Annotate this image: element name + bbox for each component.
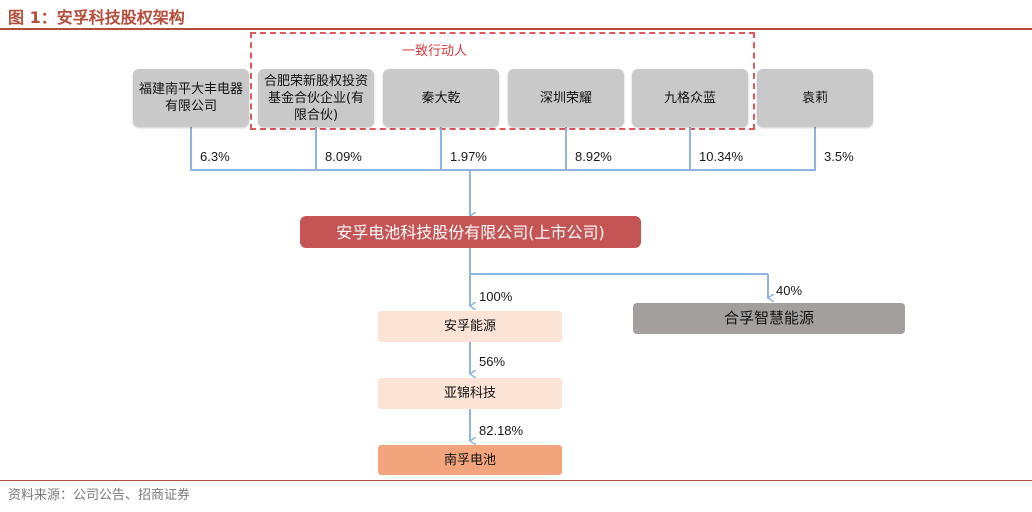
stake-qin-daqian: 1.97% <box>450 149 487 164</box>
figure-title: 图 1：安孚科技股权架构 <box>8 8 185 27</box>
shareholder-rongxin: 合肥荣新股权投资基金合伙企业(有限合伙) <box>258 69 374 127</box>
shareholder-dafeng: 福建南平大丰电器有限公司 <box>133 69 249 127</box>
title-divider <box>0 28 1032 30</box>
hefu-smart-energy-box: 合孚智慧能源 <box>633 303 905 334</box>
stake-dafeng: 6.3% <box>200 149 230 164</box>
nanfu-battery-box: 南孚电池 <box>378 445 562 475</box>
anfu-energy-box: 安孚能源 <box>378 311 562 342</box>
source-note: 资料来源：公司公告、招商证券 <box>8 488 191 503</box>
shareholder-jiuge-zhonglan: 九格众蓝 <box>632 69 748 127</box>
shareholder-qin-daqian: 秦大乾 <box>383 69 499 127</box>
stake-hefu: 40% <box>776 283 803 298</box>
listed-company-box: 安孚电池科技股份有限公司(上市公司) <box>300 216 641 248</box>
stake-yuan-li: 3.5% <box>824 149 854 164</box>
stake-anfu-energy: 100% <box>479 289 513 304</box>
shareholder-yuan-li: 袁莉 <box>757 69 873 127</box>
stake-yajin: 56% <box>479 354 506 369</box>
footer-divider <box>0 480 1032 481</box>
stake-rongxin: 8.09% <box>325 149 362 164</box>
stake-shenzhen-rongyao: 8.92% <box>575 149 612 164</box>
shareholder-shenzhen-rongyao: 深圳荣耀 <box>508 69 624 127</box>
concert-party-label: 一致行动人 <box>402 44 468 59</box>
stake-nanfu: 82.18% <box>479 423 524 438</box>
yajin-tech-box: 亚锦科技 <box>378 378 562 409</box>
stake-jiuge-zhonglan: 10.34% <box>699 149 744 164</box>
concert-party-frame <box>250 32 755 130</box>
